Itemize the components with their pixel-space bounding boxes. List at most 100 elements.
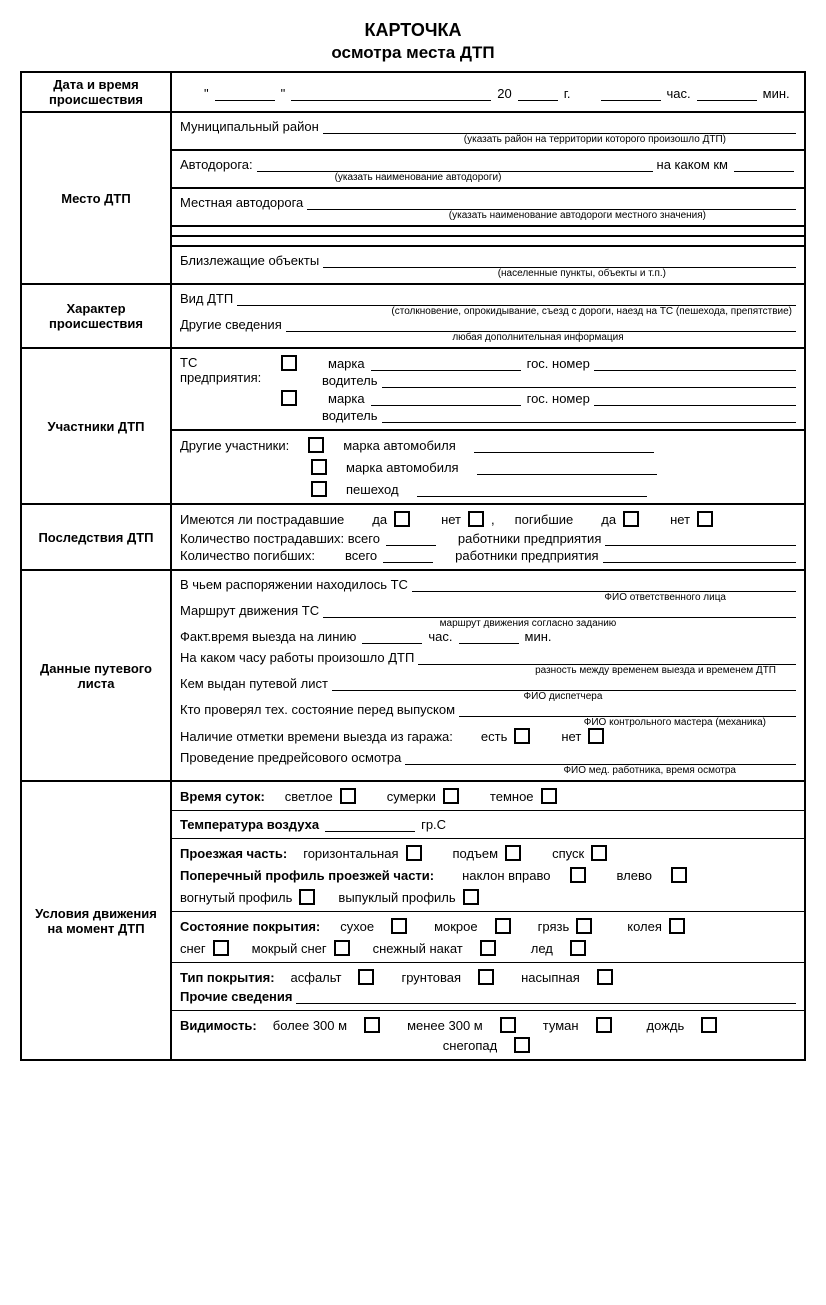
checkbox-uphill[interactable]: [505, 845, 521, 861]
checkbox-v-less300[interactable]: [500, 1017, 516, 1033]
roadway-label: Проезжая часть:: [180, 846, 287, 861]
rain-label: дождь: [647, 1018, 685, 1033]
checkbox-horizontal[interactable]: [406, 845, 422, 861]
field-dead-total[interactable]: [383, 549, 433, 563]
field-dead-workers[interactable]: [603, 549, 796, 563]
checkbox-tc2[interactable]: [281, 390, 297, 406]
field-disposal[interactable]: [412, 578, 796, 592]
field-temp[interactable]: [325, 818, 415, 832]
dry-label: сухое: [340, 919, 374, 934]
brand-label-1: марка: [328, 356, 365, 371]
checkbox-mud[interactable]: [576, 918, 592, 934]
field-other-conditions[interactable]: [296, 990, 796, 1004]
car-brand-label-2: марка автомобиля: [346, 460, 459, 475]
checkbox-downhill[interactable]: [591, 845, 607, 861]
checkbox-snowfall[interactable]: [514, 1037, 530, 1053]
checkbox-packed-snow[interactable]: [480, 940, 496, 956]
field-other-info[interactable]: [286, 318, 796, 332]
pretrip-hint: ФИО мед. работника, время осмотра: [180, 765, 796, 776]
checkbox-other2[interactable]: [311, 459, 327, 475]
field-pedestrian[interactable]: [417, 483, 647, 497]
field-injured-workers[interactable]: [605, 532, 796, 546]
checkbox-injured-no[interactable]: [468, 511, 484, 527]
field-gosnum-1[interactable]: [594, 357, 796, 371]
field-month[interactable]: [291, 86, 491, 100]
field-brand-2[interactable]: [371, 392, 521, 406]
checkbox-rut[interactable]: [669, 918, 685, 934]
work-hour-hint: разность между временем выезда и времене…: [180, 665, 796, 676]
type-hint: (столкновение, опрокидывание, съезд с до…: [180, 306, 796, 317]
field-municipal[interactable]: [323, 120, 796, 134]
field-driver-2[interactable]: [382, 409, 796, 423]
checkbox-pedestrian[interactable]: [311, 481, 327, 497]
checkbox-tc1[interactable]: [281, 355, 297, 371]
injured-q-label: Имеются ли пострадавшие: [180, 512, 344, 527]
checkbox-dusk[interactable]: [443, 788, 459, 804]
checkbox-wet-snow[interactable]: [334, 940, 350, 956]
field-checked-by[interactable]: [459, 703, 796, 717]
field-fact-hours[interactable]: [362, 630, 422, 644]
section-participants-label: Участники ДТП: [21, 348, 171, 504]
checkbox-injured-yes[interactable]: [394, 511, 410, 527]
packed-snow-label: снежный накат: [373, 941, 463, 956]
checkbox-dead-yes[interactable]: [623, 511, 639, 527]
checkbox-gravel[interactable]: [597, 969, 613, 985]
field-injured-total[interactable]: [386, 532, 436, 546]
field-other-brand-1[interactable]: [474, 439, 654, 453]
field-issued-by[interactable]: [332, 677, 796, 691]
checkbox-mark-no[interactable]: [588, 728, 604, 744]
type-label: Вид ДТП: [180, 291, 233, 306]
wet-snow-label: мокрый снег: [252, 941, 327, 956]
checkbox-light[interactable]: [340, 788, 356, 804]
gosnum-label-2: гос. номер: [527, 391, 590, 406]
field-nearby[interactable]: [323, 254, 796, 268]
visibility-label: Видимость:: [180, 1018, 257, 1033]
checkbox-asphalt[interactable]: [358, 969, 374, 985]
checkbox-mark-yes[interactable]: [514, 728, 530, 744]
checkbox-other1[interactable]: [308, 437, 324, 453]
field-fact-minutes[interactable]: [459, 630, 519, 644]
snow-label: снег: [180, 941, 206, 956]
downhill-label: спуск: [552, 846, 584, 861]
field-year[interactable]: [518, 86, 558, 100]
checkbox-wet[interactable]: [495, 918, 511, 934]
field-hours[interactable]: [601, 86, 661, 100]
hours-label: час.: [667, 86, 691, 101]
field-minutes[interactable]: [697, 86, 757, 100]
field-brand-1[interactable]: [371, 357, 521, 371]
field-work-hour[interactable]: [418, 651, 796, 665]
checkbox-snow[interactable]: [213, 940, 229, 956]
checkbox-concave[interactable]: [299, 889, 315, 905]
checkbox-ice[interactable]: [570, 940, 586, 956]
field-local-road[interactable]: [307, 196, 796, 210]
checkbox-v-more300[interactable]: [364, 1017, 380, 1033]
yes-label-2: да: [601, 512, 616, 527]
issued-by-label: Кем выдан путевой лист: [180, 676, 328, 691]
checkbox-dark[interactable]: [541, 788, 557, 804]
car-brand-label-1: марка автомобиля: [343, 438, 456, 453]
field-driver-1[interactable]: [382, 374, 796, 388]
checkbox-rain[interactable]: [701, 1017, 717, 1033]
checkbox-fog[interactable]: [596, 1017, 612, 1033]
disposal-label: В чьем распоряжении находилось ТС: [180, 577, 408, 592]
checkbox-tilt-right[interactable]: [570, 867, 586, 883]
checkbox-dead-no[interactable]: [697, 511, 713, 527]
surface-state-label: Состояние покрытия:: [180, 919, 320, 934]
field-gosnum-2[interactable]: [594, 392, 796, 406]
field-day[interactable]: [215, 86, 275, 100]
checkbox-ground[interactable]: [478, 969, 494, 985]
surface-type-label: Тип покрытия:: [180, 970, 275, 985]
convex-label: выпуклый профиль: [338, 890, 455, 905]
other-info-label: Другие сведения: [180, 317, 282, 332]
year-prefix: 20: [497, 86, 511, 101]
field-route[interactable]: [323, 604, 796, 618]
field-pretrip[interactable]: [405, 751, 796, 765]
checkbox-convex[interactable]: [463, 889, 479, 905]
field-road[interactable]: [257, 158, 653, 172]
road-label: Автодорога:: [180, 157, 253, 172]
field-km[interactable]: [734, 158, 794, 172]
checkbox-tilt-left[interactable]: [671, 867, 687, 883]
field-dtp-type[interactable]: [237, 292, 796, 306]
field-other-brand-2[interactable]: [477, 461, 657, 475]
checkbox-dry[interactable]: [391, 918, 407, 934]
